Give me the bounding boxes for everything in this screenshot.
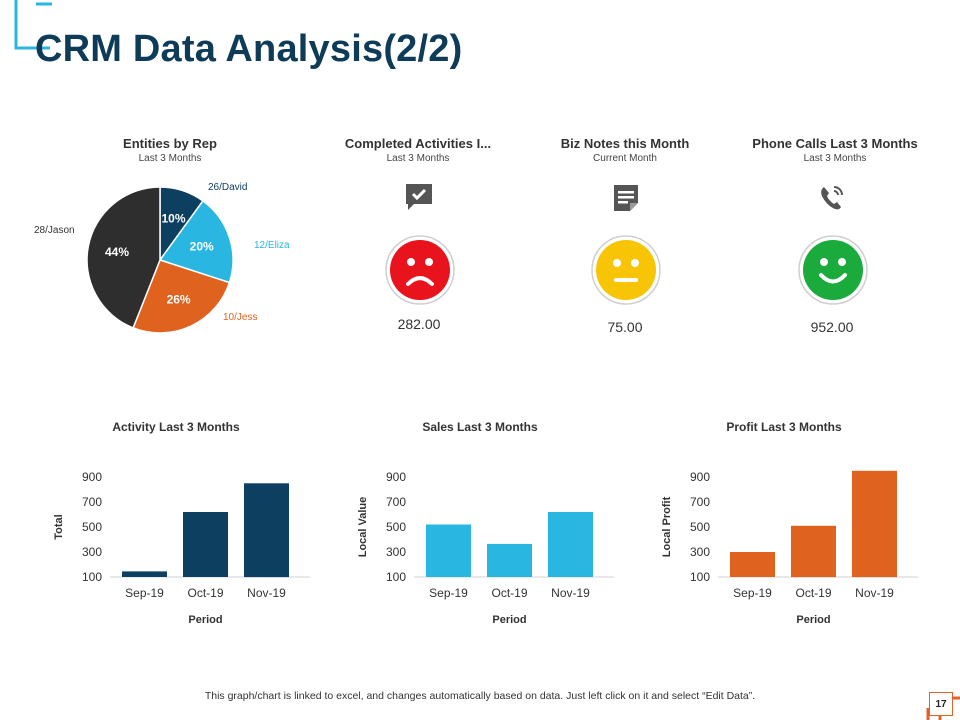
pie-slice-jess[interactable]	[132, 259, 231, 334]
phone-icon	[821, 186, 843, 210]
widget-subtitle: Last 3 Months	[803, 153, 867, 164]
y-axis-title: Local Profit	[661, 496, 673, 557]
footer-note: This graph/chart is linked to excel, and…	[204, 690, 756, 702]
chart-title-sales: Sales Last 3 Months	[422, 420, 538, 434]
y-axis-title: Total	[53, 514, 65, 539]
y-tick-label: 900	[386, 470, 406, 484]
corner-bracket-decoration	[14, 0, 52, 50]
widget-header-completed-activities: Completed Activities I... Last 3 Months	[318, 136, 518, 164]
widget-title: Completed Activities I...	[344, 136, 492, 151]
kpi-value-biz-notes: 75.00	[607, 319, 643, 335]
bar-nov-19[interactable]	[852, 470, 897, 578]
x-axis-title: Period	[188, 614, 222, 626]
bar-sep-19[interactable]	[730, 552, 775, 577]
pie-ext-label: 26/David	[208, 182, 247, 193]
x-axis-title: Period	[796, 614, 830, 626]
widget-title: Biz Notes this Month	[560, 136, 690, 151]
widget-title: Entities by Rep	[123, 136, 217, 151]
x-tick-label: Sep-19	[125, 586, 164, 600]
neutral-face-indicator	[591, 235, 661, 305]
x-tick-label: Sep-19	[429, 586, 468, 600]
y-tick-label: 100	[386, 570, 406, 584]
widget-subtitle: Last 3 Months	[138, 153, 202, 164]
kpi-value-completed-activities: 282.00	[397, 316, 441, 332]
check-chat-icon	[406, 184, 432, 210]
y-tick-label: 700	[82, 495, 102, 509]
bar-sep-19[interactable]	[426, 524, 471, 578]
x-axis-title: Period	[492, 614, 526, 626]
y-tick-label: 300	[690, 545, 710, 559]
pie-ext-label: 10/Jess	[223, 312, 257, 323]
y-tick-label: 900	[82, 470, 102, 484]
y-axis-title: Local Value	[357, 497, 369, 558]
x-tick-label: Oct-19	[491, 586, 527, 600]
bar-oct-19[interactable]	[183, 512, 228, 577]
pie-pct-label: 44%	[105, 245, 129, 259]
y-tick-label: 900	[690, 470, 710, 484]
widget-header-entities: Entities by Rep Last 3 Months	[70, 136, 270, 164]
bar-chart-profit[interactable]: 100 300 500 700 900 Sep-19 Oct-19 Nov-19 Period L…	[648, 455, 918, 635]
widget-header-biz-notes: Biz Notes this Month Current Month	[525, 136, 725, 164]
y-tick-label: 500	[82, 520, 102, 534]
y-tick-label: 500	[386, 520, 406, 534]
widget-header-phone-calls: Phone Calls Last 3 Months Last 3 Months	[735, 136, 935, 164]
x-tick-label: Nov-19	[855, 586, 894, 600]
x-tick-label: Oct-19	[187, 586, 223, 600]
bar-nov-19[interactable]	[548, 512, 593, 577]
x-tick-label: Nov-19	[247, 586, 286, 600]
happy-face-indicator	[798, 235, 868, 305]
bar-chart-sales[interactable]: 100 300 500 700 900 Sep-19 Oct-19 Nov-19 Period L…	[344, 455, 614, 635]
kpi-value-phone-calls: 952.00	[810, 319, 854, 335]
y-tick-label: 300	[386, 545, 406, 559]
note-icon	[614, 185, 638, 211]
bar-sep-19[interactable]	[122, 571, 167, 577]
bar-nov-19[interactable]	[244, 483, 289, 578]
widget-subtitle: Last 3 Months	[386, 153, 450, 164]
pie-slice-jason[interactable]	[86, 186, 161, 329]
x-tick-label: Oct-19	[795, 586, 831, 600]
pie-pct-label: 10%	[161, 211, 185, 225]
pie-slice-eliza[interactable]	[158, 199, 234, 284]
bar-chart-activity[interactable]: 100 300 500 700 900 Sep-19 Oct-19 Nov-19 Period T…	[40, 455, 310, 635]
chart-title-profit: Profit Last 3 Months	[726, 420, 842, 434]
page-number: 17	[929, 692, 953, 716]
y-tick-label: 100	[690, 570, 710, 584]
widget-subtitle: Current Month	[593, 153, 657, 164]
pie-ext-label: 12/Eliza	[254, 240, 290, 251]
chart-title-activity: Activity Last 3 Months	[112, 420, 240, 434]
y-tick-label: 300	[82, 545, 102, 559]
bar-oct-19[interactable]	[487, 543, 532, 577]
x-tick-label: Nov-19	[551, 586, 590, 600]
y-tick-label: 100	[82, 570, 102, 584]
y-tick-label: 700	[386, 495, 406, 509]
pie-ext-label: 28/Jason	[34, 225, 75, 236]
bar-oct-19[interactable]	[791, 525, 836, 578]
widget-title: Phone Calls Last 3 Months	[752, 136, 918, 151]
y-tick-label: 500	[690, 520, 710, 534]
pie-chart-entities-by-rep[interactable]: 10% 26/David 20% 12/Eliza 26% 10/Jess 44% 28/Ja…	[20, 170, 310, 350]
pie-pct-label: 26%	[167, 293, 191, 307]
y-tick-label: 700	[690, 495, 710, 509]
page-title: CRM Data Analysis(2/2)	[35, 28, 463, 70]
pie-pct-label: 20%	[190, 240, 214, 254]
x-tick-label: Sep-19	[733, 586, 772, 600]
sad-face-indicator	[385, 235, 455, 305]
